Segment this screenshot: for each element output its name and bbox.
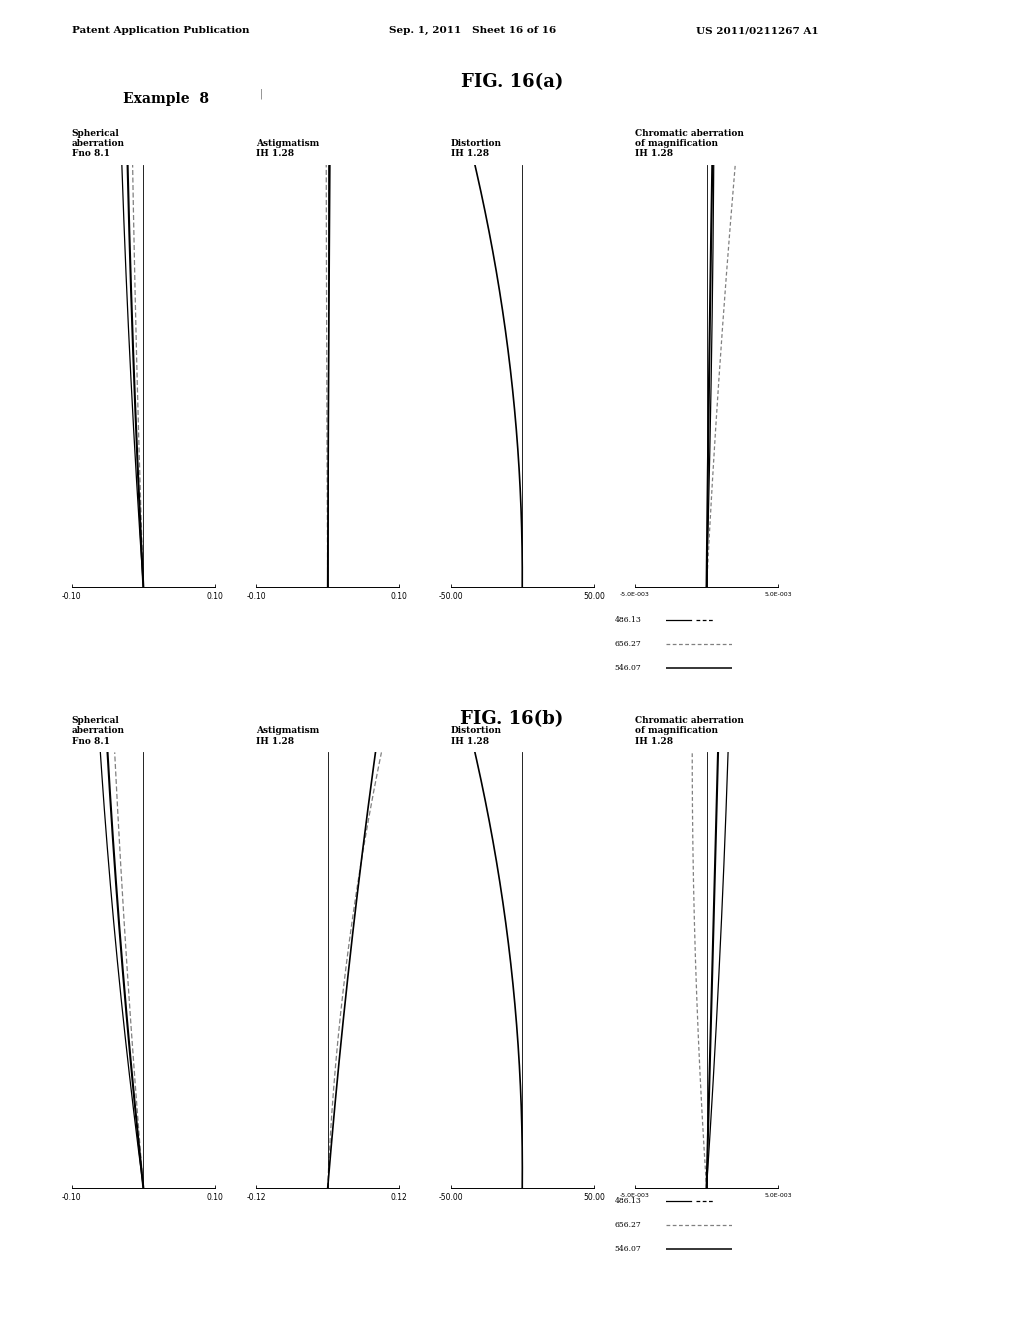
Text: |: |	[259, 88, 263, 99]
Text: 546.07: 546.07	[614, 664, 641, 672]
Text: Spherical
aberration
Fno 8.1: Spherical aberration Fno 8.1	[72, 128, 125, 158]
Text: Astigmatism
IH 1.28: Astigmatism IH 1.28	[256, 726, 319, 746]
Text: US 2011/0211267 A1: US 2011/0211267 A1	[696, 26, 819, 36]
Text: Chromatic aberration
of magnification
IH 1.28: Chromatic aberration of magnification IH…	[635, 715, 743, 746]
Text: FIG. 16(b): FIG. 16(b)	[461, 710, 563, 729]
Text: Spherical
aberration
Fno 8.1: Spherical aberration Fno 8.1	[72, 715, 125, 746]
Text: Astigmatism
IH 1.28: Astigmatism IH 1.28	[256, 139, 319, 158]
Text: 656.27: 656.27	[614, 640, 641, 648]
Text: 486.13: 486.13	[614, 616, 641, 624]
Text: 656.27: 656.27	[614, 1221, 641, 1229]
Text: Distortion
IH 1.28: Distortion IH 1.28	[451, 726, 502, 746]
Text: 486.13: 486.13	[614, 1197, 641, 1205]
Text: Distortion
IH 1.28: Distortion IH 1.28	[451, 139, 502, 158]
Text: Patent Application Publication: Patent Application Publication	[72, 26, 249, 36]
Text: Chromatic aberration
of magnification
IH 1.28: Chromatic aberration of magnification IH…	[635, 128, 743, 158]
Text: Sep. 1, 2011   Sheet 16 of 16: Sep. 1, 2011 Sheet 16 of 16	[389, 26, 556, 36]
Text: FIG. 16(a): FIG. 16(a)	[461, 73, 563, 91]
Text: Example  8: Example 8	[123, 92, 209, 107]
Text: 546.07: 546.07	[614, 1245, 641, 1253]
